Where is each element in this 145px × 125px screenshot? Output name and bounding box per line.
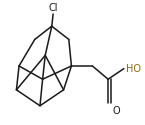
Text: HO: HO <box>126 64 142 74</box>
Text: O: O <box>112 106 120 116</box>
Text: Cl: Cl <box>48 3 58 13</box>
